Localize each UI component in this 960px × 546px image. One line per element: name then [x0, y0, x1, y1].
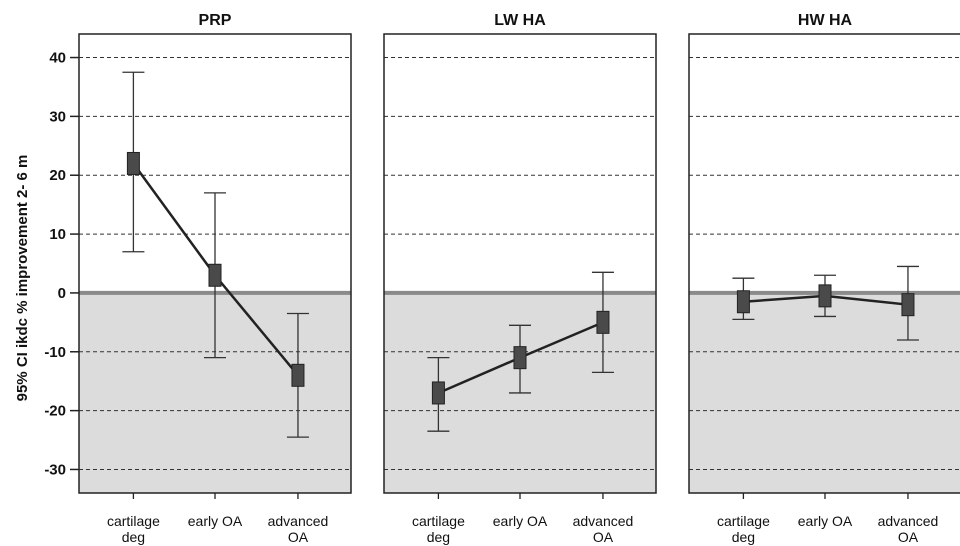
x-tick-label: early OA — [493, 513, 548, 529]
y-tick-label: 30 — [49, 108, 66, 125]
y-tick-label: 40 — [49, 50, 66, 67]
x-tick-label: advanced — [268, 513, 329, 529]
x-tick-label: advanced — [573, 513, 634, 529]
mean-marker — [596, 310, 610, 334]
panel-title: HW HA — [798, 12, 853, 29]
y-tick-label: -30 — [44, 461, 66, 478]
mean-marker — [291, 363, 305, 387]
mean-marker — [736, 290, 750, 314]
mean-marker — [208, 263, 222, 287]
y-tick-label: -20 — [44, 403, 66, 420]
x-tick-label: early OA — [188, 513, 243, 529]
x-tick-label: cartilage — [412, 513, 465, 529]
y-tick-label: 0 — [58, 285, 66, 302]
y-tick-label: -10 — [44, 344, 66, 361]
y-tick-label: 10 — [49, 226, 66, 243]
x-tick-label: OA — [898, 529, 919, 545]
mean-marker — [513, 346, 527, 370]
x-tick-label: early OA — [798, 513, 853, 529]
x-tick-label: OA — [288, 529, 309, 545]
mean-marker — [818, 284, 832, 308]
y-tick-label: 20 — [49, 167, 66, 184]
mean-marker — [901, 293, 915, 317]
x-tick-label: advanced — [878, 513, 939, 529]
x-tick-label: OA — [593, 529, 614, 545]
panel-title: PRP — [199, 12, 232, 29]
y-axis-label: 95% CI ikdc % improvement 2- 6 m — [14, 155, 31, 402]
negative-region — [689, 292, 960, 493]
mean-marker — [431, 381, 445, 405]
x-tick-label: deg — [732, 529, 755, 545]
panel-title: LW HA — [494, 12, 546, 29]
x-tick-label: cartilage — [107, 513, 160, 529]
mean-marker — [126, 151, 140, 175]
x-tick-label: deg — [122, 529, 145, 545]
x-tick-label: deg — [427, 529, 450, 545]
x-tick-label: cartilage — [717, 513, 770, 529]
